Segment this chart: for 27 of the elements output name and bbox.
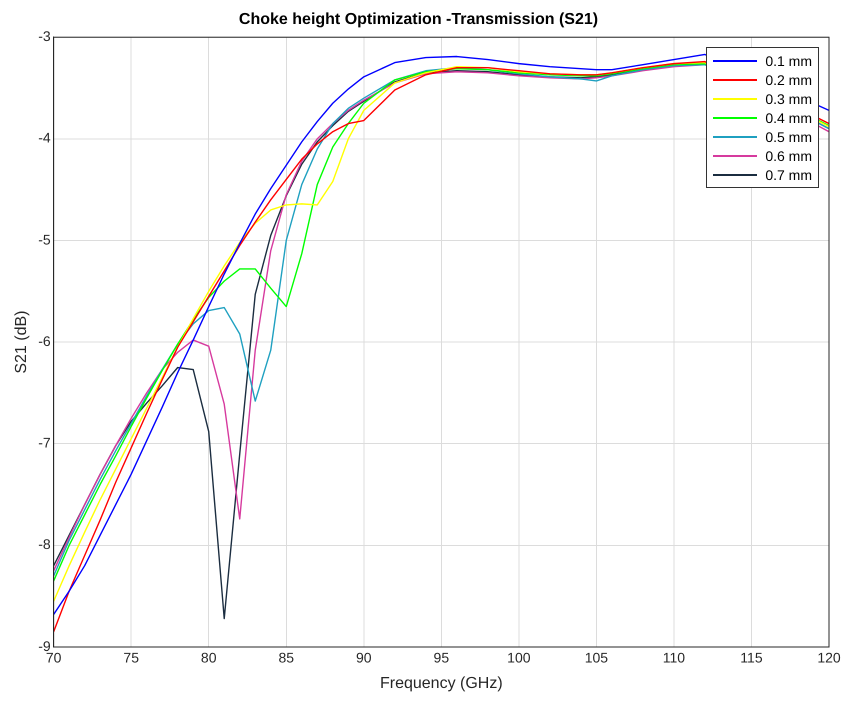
- y-tick-label: -8: [38, 536, 51, 552]
- y-tick-label: -6: [38, 332, 51, 349]
- x-tick-label: 115: [740, 649, 763, 666]
- y-tick-label: -3: [38, 28, 51, 44]
- legend-label: 0.6 mm: [765, 148, 812, 164]
- y-axis-title: S21 (dB): [13, 310, 30, 374]
- x-tick-label: 85: [278, 649, 294, 666]
- x-tick-label: 80: [200, 649, 217, 666]
- x-axis-title: Frequency (GHz): [380, 674, 503, 692]
- legend-label: 0.1 mm: [765, 52, 812, 69]
- legend-label: 0.4 mm: [765, 110, 812, 126]
- x-tick-label: 90: [356, 649, 372, 666]
- legend-label: 0.2 mm: [765, 72, 812, 88]
- x-tick-label: 95: [434, 649, 450, 666]
- y-tick-label: -5: [38, 231, 51, 248]
- x-tick-label: 120: [817, 649, 841, 666]
- x-tick-label: 105: [584, 649, 608, 666]
- legend-label: 0.7 mm: [765, 166, 812, 183]
- legend-label: 0.3 mm: [765, 90, 812, 107]
- x-tick-label: 100: [507, 649, 531, 666]
- y-tick-label: -9: [38, 638, 51, 654]
- y-tick-label: -7: [38, 434, 51, 451]
- chart-title: Choke height Optimization -Transmission (S21): [238, 11, 598, 28]
- x-tick-label: 110: [662, 649, 686, 666]
- y-tick-label: -4: [38, 130, 51, 146]
- legend-label: 0.5 mm: [765, 128, 812, 145]
- x-tick-label: 75: [123, 649, 140, 666]
